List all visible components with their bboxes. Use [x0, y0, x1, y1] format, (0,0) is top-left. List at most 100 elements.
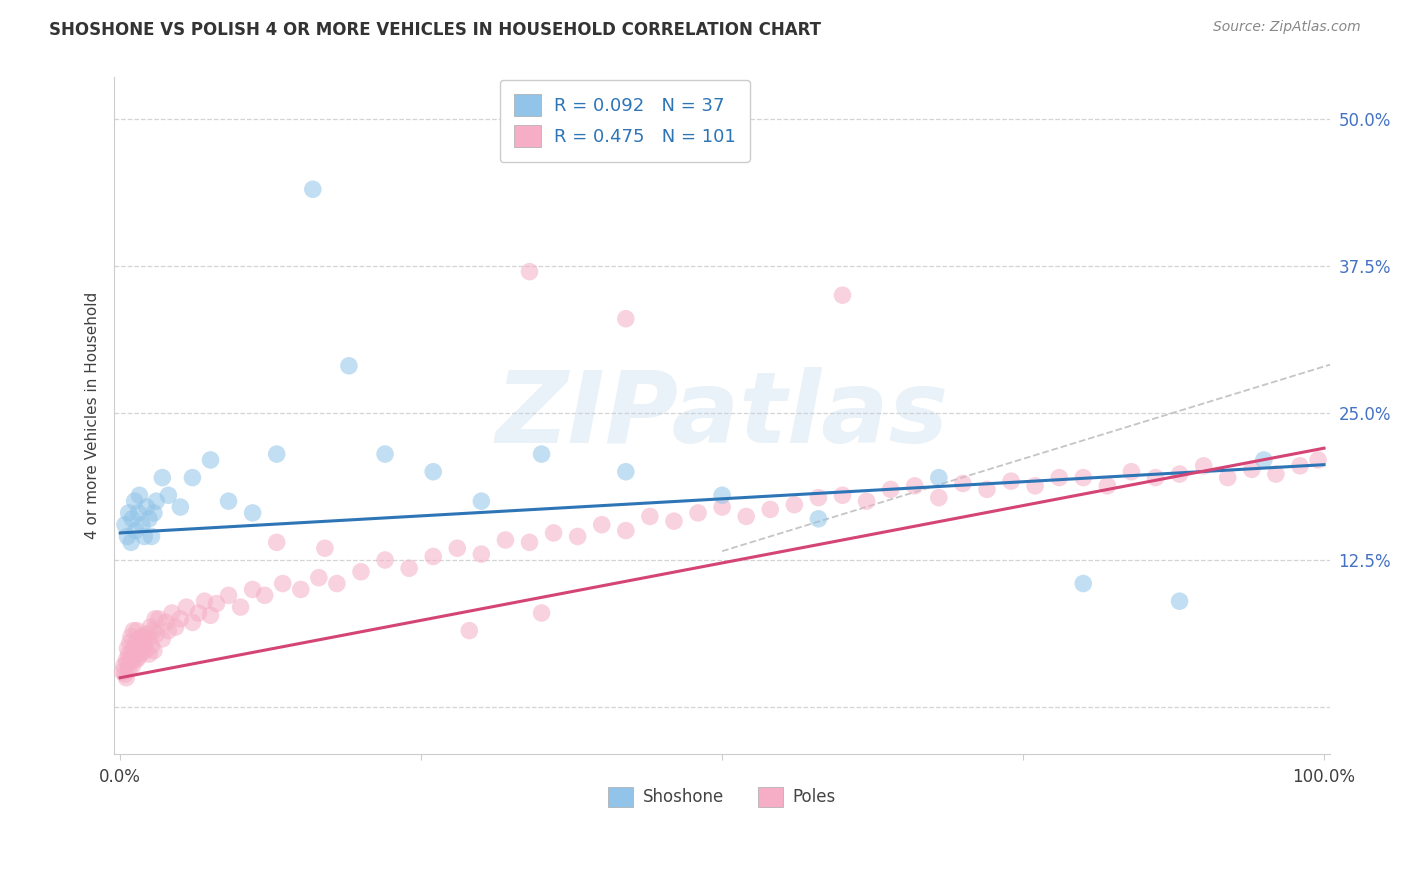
Point	[807, 491, 830, 505]
Point	[143, 612, 166, 626]
Point	[125, 653, 148, 667]
Point	[519, 265, 541, 279]
Point	[1192, 458, 1215, 473]
Point	[138, 647, 160, 661]
Point	[494, 533, 516, 547]
Point	[1253, 453, 1275, 467]
Point	[150, 632, 173, 646]
Point	[928, 491, 950, 505]
Text: ZIPatlas: ZIPatlas	[495, 368, 949, 465]
Point	[121, 643, 143, 657]
Point	[831, 488, 853, 502]
Point	[662, 514, 685, 528]
Point	[855, 494, 877, 508]
Point	[142, 624, 165, 638]
Point	[614, 524, 637, 538]
Point	[1168, 467, 1191, 481]
Point	[1240, 462, 1263, 476]
Point	[169, 500, 191, 514]
Point	[242, 582, 264, 597]
Legend: Shoshone, Poles: Shoshone, Poles	[602, 780, 842, 814]
Point	[271, 576, 294, 591]
Point	[142, 506, 165, 520]
Point	[135, 627, 157, 641]
Point	[1264, 467, 1286, 481]
Point	[458, 624, 481, 638]
Point	[129, 647, 152, 661]
Point	[120, 650, 142, 665]
Point	[120, 535, 142, 549]
Point	[374, 553, 396, 567]
Point	[253, 588, 276, 602]
Point	[118, 656, 141, 670]
Point	[127, 650, 149, 665]
Point	[142, 643, 165, 657]
Point	[326, 576, 349, 591]
Point	[200, 453, 222, 467]
Point	[266, 447, 288, 461]
Point	[470, 547, 492, 561]
Point	[122, 650, 145, 665]
Point	[446, 541, 468, 556]
Point	[118, 635, 141, 649]
Point	[132, 641, 155, 656]
Point	[952, 476, 974, 491]
Point	[117, 647, 139, 661]
Point	[124, 494, 146, 508]
Point	[117, 641, 139, 656]
Point	[138, 512, 160, 526]
Point	[160, 606, 183, 620]
Point	[1000, 474, 1022, 488]
Point	[125, 635, 148, 649]
Point	[1024, 479, 1046, 493]
Point	[117, 656, 139, 670]
Point	[1144, 470, 1167, 484]
Point	[422, 549, 444, 564]
Point	[350, 565, 373, 579]
Point	[181, 470, 204, 484]
Point	[314, 541, 336, 556]
Point	[398, 561, 420, 575]
Point	[115, 671, 138, 685]
Point	[181, 615, 204, 630]
Point	[124, 647, 146, 661]
Point	[128, 488, 150, 502]
Point	[711, 500, 734, 514]
Point	[807, 512, 830, 526]
Point	[128, 632, 150, 646]
Point	[187, 606, 209, 620]
Point	[928, 470, 950, 484]
Point	[1121, 465, 1143, 479]
Point	[976, 483, 998, 497]
Point	[114, 667, 136, 681]
Point	[290, 582, 312, 597]
Point	[139, 620, 162, 634]
Point	[112, 659, 135, 673]
Point	[638, 509, 661, 524]
Point	[614, 465, 637, 479]
Point	[530, 606, 553, 620]
Point	[519, 535, 541, 549]
Point	[117, 663, 139, 677]
Point	[229, 600, 252, 615]
Point	[134, 529, 156, 543]
Point	[150, 470, 173, 484]
Point	[266, 535, 288, 549]
Point	[122, 624, 145, 638]
Point	[141, 639, 163, 653]
Point	[543, 525, 565, 540]
Point	[124, 641, 146, 656]
Point	[904, 479, 927, 493]
Point	[1047, 470, 1070, 484]
Point	[145, 494, 167, 508]
Point	[711, 488, 734, 502]
Point	[127, 643, 149, 657]
Point	[308, 571, 330, 585]
Point	[117, 529, 139, 543]
Point	[117, 506, 139, 520]
Text: Source: ZipAtlas.com: Source: ZipAtlas.com	[1213, 20, 1361, 34]
Point	[176, 600, 198, 615]
Point	[120, 630, 142, 644]
Point	[301, 182, 323, 196]
Point	[879, 483, 901, 497]
